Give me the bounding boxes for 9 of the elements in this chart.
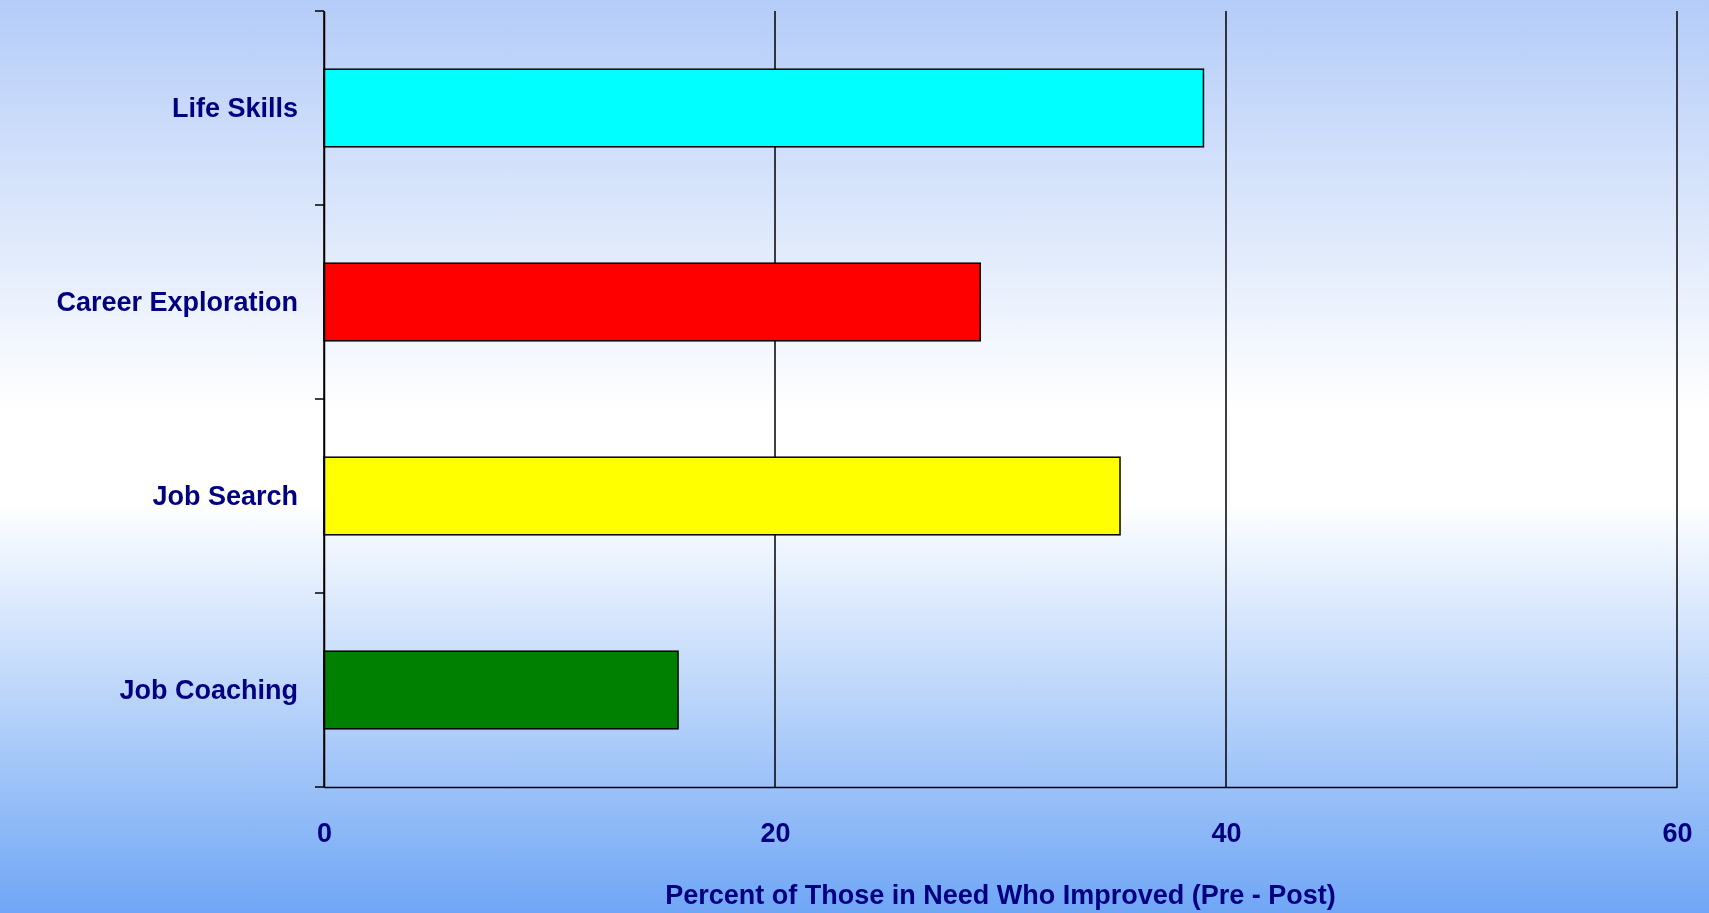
y-tick-label: Career Exploration [56,286,298,317]
x-tick-label: 20 [760,818,791,849]
y-tick-label: Job Search [152,480,298,511]
y-tick-label: Life Skills [171,92,298,123]
x-tick-label: 40 [1211,818,1242,849]
x-tick-label: 0 [316,818,333,849]
x-tick-label: 60 [1662,818,1693,849]
y-tick-label: Job Coaching [119,674,298,705]
x-axis-title: Percent of Those in Need Who Improved (Pre - Post) [665,880,1336,910]
